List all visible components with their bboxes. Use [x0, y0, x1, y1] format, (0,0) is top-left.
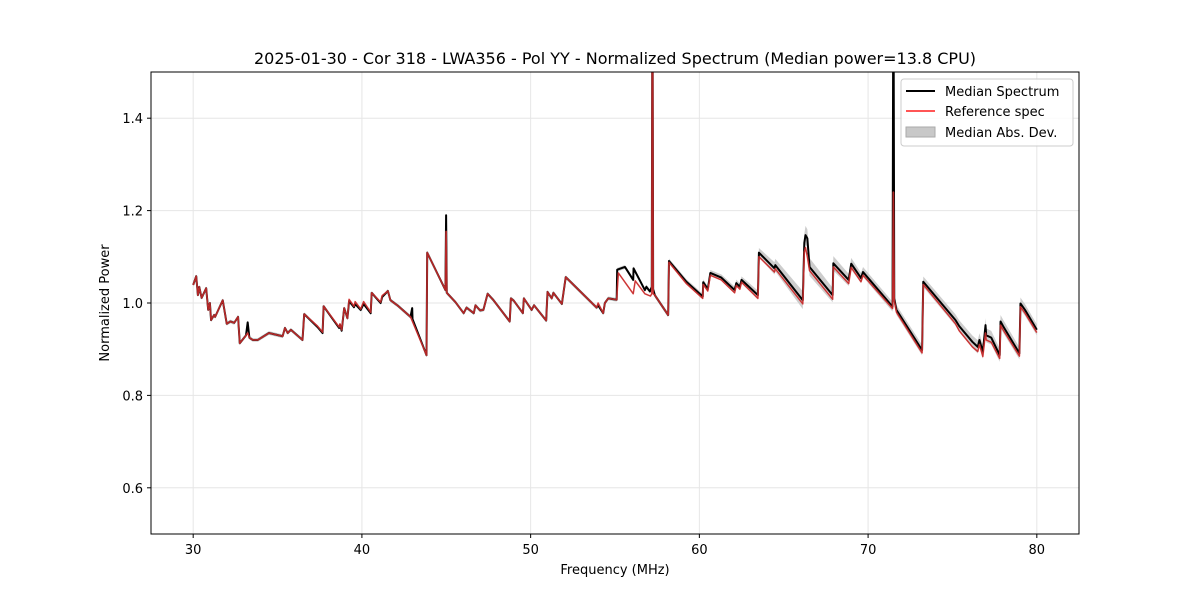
- y-tick-label: 0.6: [122, 482, 143, 497]
- legend-mad-patch: [905, 126, 936, 138]
- y-tick-label: 1.0: [122, 297, 143, 312]
- mad-band: [193, 72, 1037, 362]
- reference-overlap-shade: [192, 72, 1038, 360]
- y-tick-label: 0.8: [122, 389, 143, 404]
- legend-reference-label: Reference spec: [945, 105, 1045, 120]
- x-tick-label: 30: [185, 543, 202, 558]
- y-tick-label: 1.2: [122, 205, 143, 220]
- x-tick-label: 60: [691, 543, 708, 558]
- legend-median-label: Median Spectrum: [945, 85, 1059, 100]
- x-tick-label: 80: [1029, 543, 1046, 558]
- x-tick-label: 50: [522, 543, 539, 558]
- legend-box: [900, 78, 1074, 147]
- legend-mad-label: Median Abs. Dev.: [945, 126, 1057, 141]
- y-tick-label: 1.4: [122, 112, 143, 127]
- chart-title: 2025-01-30 - Cor 318 - LWA356 - Pol YY -…: [254, 49, 976, 68]
- x-axis-label: Frequency (MHz): [560, 563, 669, 578]
- x-tick-label: 40: [354, 543, 371, 558]
- legend: Median Spectrum Reference spec Median Ab…: [900, 78, 1074, 147]
- y-axis-label: Normalized Power: [98, 244, 113, 362]
- axis-ticks: 30 40 50 60 70 80 0.6 0.8 1.0 1.2 1.4: [122, 112, 1045, 558]
- x-tick-label: 70: [860, 543, 877, 558]
- plot-marks: [192, 72, 1038, 362]
